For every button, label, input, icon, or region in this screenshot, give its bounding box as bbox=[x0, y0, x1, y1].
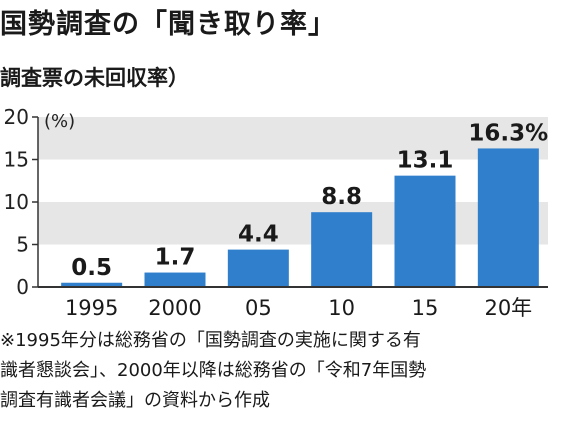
value-label: 0.5 bbox=[71, 255, 112, 281]
y-tick-label: 15 bbox=[4, 148, 29, 172]
bar-10 bbox=[311, 212, 373, 287]
y-tick-label: 0 bbox=[16, 275, 29, 299]
x-tick-label: 20年 bbox=[484, 296, 532, 320]
y-tick-label: 20 bbox=[4, 105, 29, 129]
bar-15 bbox=[394, 175, 456, 287]
y-axis-ticks: 0 5 10 15 20 bbox=[4, 105, 38, 299]
y-tick-label: 10 bbox=[4, 190, 29, 214]
value-labels: 0.5 1.7 4.4 8.8 13.1 16.3% bbox=[71, 120, 548, 280]
grid-band bbox=[38, 117, 548, 160]
x-tick-label: 1995 bbox=[65, 296, 118, 320]
value-label: 13.1 bbox=[397, 148, 454, 174]
chart-title: 国勢調査の「聞き取り率」 bbox=[0, 9, 336, 40]
grid-bands bbox=[38, 117, 548, 245]
chart-subtitle: 調査票の未回収率） bbox=[0, 66, 189, 90]
bar-20年 bbox=[477, 148, 539, 287]
y-axis-unit: (%) bbox=[44, 111, 75, 132]
x-axis-labels: 1995 2000 05 10 15 20年 bbox=[65, 296, 532, 320]
value-label: 4.4 bbox=[238, 222, 279, 248]
y-tick-label: 5 bbox=[16, 233, 29, 257]
bar-1995 bbox=[61, 282, 123, 287]
bar-05 bbox=[227, 249, 289, 287]
bar-2000 bbox=[144, 272, 206, 287]
x-tick-label: 15 bbox=[412, 296, 439, 320]
value-label: 16.3% bbox=[468, 120, 548, 146]
x-tick-label: 10 bbox=[328, 296, 355, 320]
bars bbox=[61, 148, 539, 287]
value-label: 8.8 bbox=[321, 184, 362, 210]
x-tick-label: 05 bbox=[245, 296, 272, 320]
value-label: 1.7 bbox=[155, 245, 196, 271]
footnote: ※1995年分は総務省の「国勢調査の実施に関する有 識者懇談会」、2000年以降… bbox=[0, 330, 427, 411]
grid-band bbox=[38, 202, 548, 245]
x-tick-label: 2000 bbox=[148, 296, 201, 320]
